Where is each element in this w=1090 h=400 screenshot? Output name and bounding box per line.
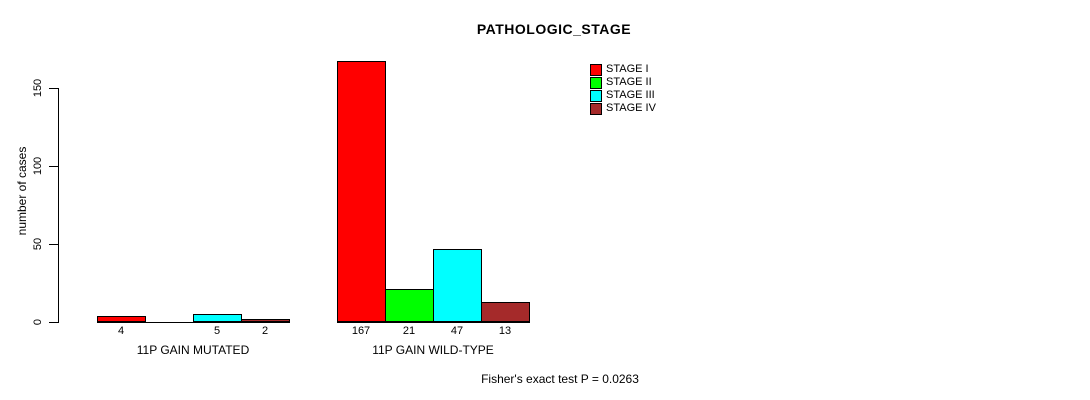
chart-title: PATHOLOGIC_STAGE (476, 21, 632, 37)
bar-value-label: 167 (351, 325, 371, 337)
bar-stage-iv-11p-gain-mutated (241, 319, 290, 322)
bar-value-label: 21 (402, 325, 416, 337)
y-axis-tick (49, 88, 58, 89)
legend-color-swatch (590, 89, 602, 102)
bar-stage-iii-11p-gain-wild-type (433, 249, 482, 322)
y-axis-tick (49, 166, 58, 167)
bar-value-label: 4 (117, 325, 125, 337)
y-axis-tick (49, 244, 58, 245)
x-category-label: 11P GAIN MUTATED (136, 343, 250, 357)
bar-value-label: 47 (450, 325, 464, 337)
bar-value-label: 2 (261, 325, 269, 337)
legend-color-swatch (590, 76, 602, 89)
y-axis-title: number of cases (15, 146, 29, 236)
x-category-label: 11P GAIN WILD-TYPE (372, 343, 494, 357)
legend-item-stage-i: STAGE I (590, 63, 656, 76)
bar-stage-i-11p-gain-mutated (97, 316, 146, 322)
y-axis-tick-label: 150 (32, 78, 44, 98)
bar-stage-i-11p-gain-wild-type (337, 61, 386, 322)
y-axis-tick-label: 0 (32, 318, 44, 326)
legend-item-stage-iv: STAGE IV (590, 102, 656, 115)
legend-item-stage-iii: STAGE III (590, 89, 656, 102)
group-baseline (337, 322, 530, 323)
bar-value-label: 13 (498, 325, 512, 337)
legend-label: STAGE III (606, 89, 655, 101)
legend-color-swatch (590, 102, 602, 115)
fisher-test-annotation: Fisher's exact test P = 0.0263 (481, 372, 639, 386)
legend-label: STAGE I (606, 63, 649, 75)
bar-stage-iii-11p-gain-mutated (193, 314, 242, 322)
bar-stage-ii-11p-gain-wild-type (385, 289, 434, 322)
group-baseline (97, 322, 290, 323)
y-axis-tick (49, 322, 58, 323)
legend-item-stage-ii: STAGE II (590, 76, 656, 89)
legend: STAGE I STAGE II STAGE III STAGE IV (590, 63, 656, 115)
legend-label: STAGE IV (606, 102, 656, 114)
legend-color-swatch (590, 63, 602, 76)
bar-stage-iv-11p-gain-wild-type (481, 302, 530, 322)
y-axis-tick-label: 50 (32, 237, 44, 251)
legend-label: STAGE II (606, 76, 652, 88)
y-axis-tick-label: 100 (32, 156, 44, 176)
y-axis-line (58, 88, 59, 323)
bar-value-label: 5 (213, 325, 221, 337)
